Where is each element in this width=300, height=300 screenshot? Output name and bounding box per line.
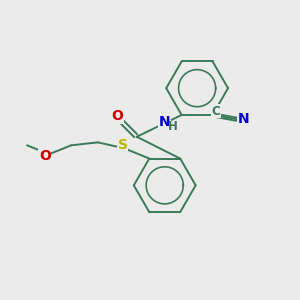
- Text: N: N: [159, 115, 170, 129]
- Text: H: H: [168, 120, 178, 133]
- Text: O: O: [112, 109, 124, 123]
- Text: C: C: [212, 105, 220, 118]
- Text: S: S: [118, 138, 128, 152]
- Text: O: O: [39, 148, 51, 163]
- Text: N: N: [237, 112, 249, 126]
